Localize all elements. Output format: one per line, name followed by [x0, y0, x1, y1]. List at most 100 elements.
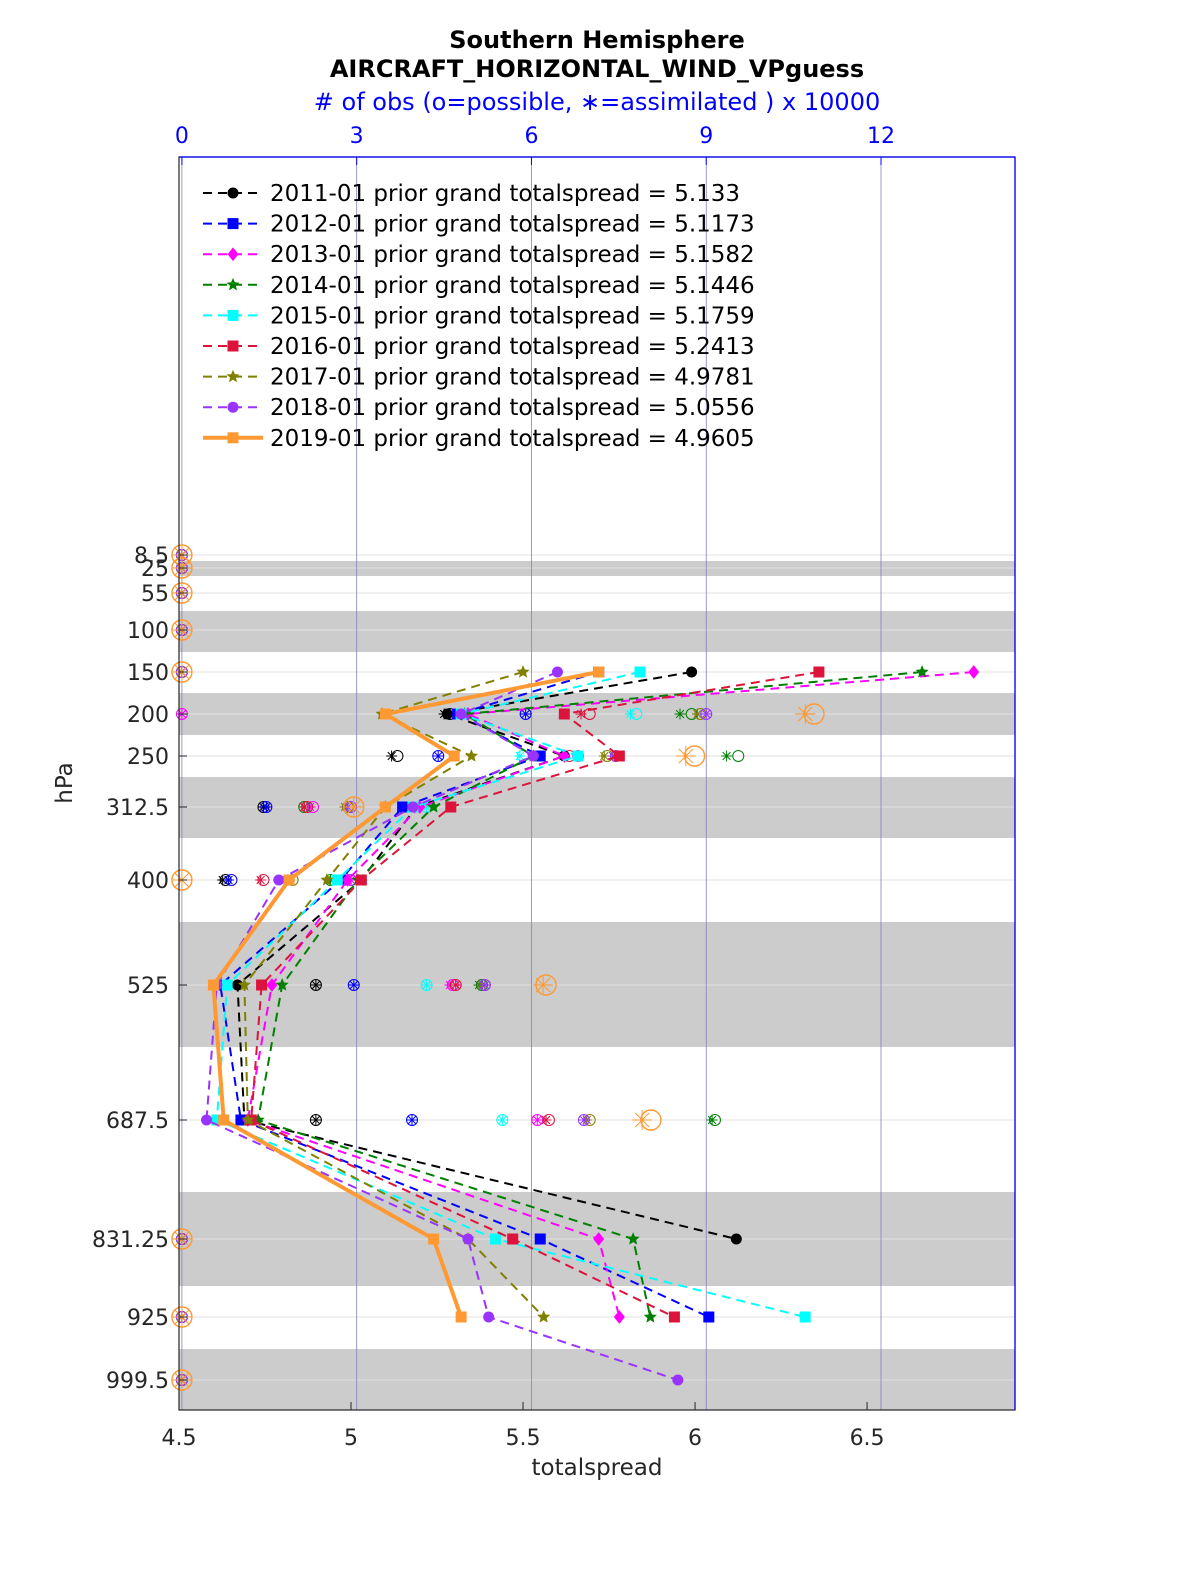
data-point — [613, 750, 625, 762]
legend-label: 2013-01 prior grand totalspread = 5.1582 — [270, 242, 755, 268]
data-point — [397, 801, 409, 813]
data-point — [551, 666, 563, 678]
series-8 — [201, 666, 684, 1386]
obs-assimilated-marker — [479, 979, 491, 991]
y-tick-label: 100 — [127, 619, 169, 644]
data-point — [668, 1311, 680, 1323]
y-tick-label: 925 — [127, 1306, 169, 1331]
y-tick-label: 8.5 — [134, 544, 169, 569]
top-tick-label: 9 — [699, 124, 713, 149]
top-tick-label: 0 — [175, 124, 189, 149]
data-point — [241, 1113, 255, 1126]
obs-assimilated-marker — [496, 1114, 508, 1126]
legend-marker — [227, 309, 239, 321]
data-point — [407, 801, 419, 813]
legend-marker — [227, 340, 239, 352]
data-point — [448, 750, 460, 762]
chart-title: Southern Hemisphere — [449, 26, 745, 54]
obs-assimilated-marker — [223, 874, 234, 886]
obs-assimilated-marker — [432, 750, 444, 762]
data-point — [626, 1232, 640, 1245]
x-tick-label: 6 — [688, 1426, 702, 1451]
legend-entry: 2014-01 prior grand totalspread = 5.1446 — [203, 273, 755, 299]
series-line — [236, 671, 737, 1240]
legend-entry: 2019-01 prior grand totalspread = 4.9605 — [203, 426, 755, 452]
legend-marker — [227, 187, 239, 199]
data-point — [915, 665, 929, 678]
data-point — [218, 1114, 230, 1126]
y-tick-label: 312.5 — [106, 796, 169, 821]
y-tick-label: 831.25 — [92, 1228, 169, 1253]
data-point — [237, 978, 251, 991]
data-point — [483, 1311, 495, 1323]
chart-subtitle: AIRCRAFT_HORIZONTAL_WIND_VPguess — [330, 55, 864, 83]
legend-entry: 2011-01 prior grand totalspread = 5.133 — [203, 181, 740, 207]
x-tick-label: 6.5 — [850, 1426, 885, 1451]
data-point — [201, 1114, 213, 1126]
y-tick-label: 25 — [141, 557, 169, 582]
data-point — [593, 1232, 605, 1246]
top-axis-label: # of obs (o=possible, ∗=assimilated ) x … — [314, 88, 880, 116]
x-axis-label: totalspread — [532, 1455, 663, 1481]
obs-assimilated-marker — [450, 979, 462, 991]
data-point — [464, 749, 478, 762]
legend-label: 2014-01 prior grand totalspread = 5.1446 — [270, 273, 755, 299]
obs-assimilated-marker — [520, 708, 532, 720]
y-tick-label: 200 — [127, 703, 169, 728]
obs-assimilated-marker — [533, 975, 554, 995]
data-point — [379, 801, 391, 813]
series-lines — [201, 665, 980, 1386]
legend-label: 2018-01 prior grand totalspread = 5.0556 — [270, 395, 755, 421]
data-point — [355, 874, 367, 886]
data-point — [445, 801, 457, 813]
top-tick-label: 3 — [350, 124, 364, 149]
legend-label: 2015-01 prior grand totalspread = 5.1759 — [270, 303, 755, 329]
data-point — [799, 1311, 811, 1323]
obs-assimilated-marker — [795, 704, 816, 724]
legend: 2011-01 prior grand totalspread = 5.133 2… — [203, 181, 755, 452]
pressure-band — [179, 611, 1015, 652]
legend-marker — [227, 401, 239, 413]
legend-label: 2011-01 prior grand totalspread = 5.133 — [270, 181, 740, 207]
data-point — [968, 665, 980, 679]
obs-assimilated-marker — [255, 874, 267, 886]
data-point — [273, 874, 285, 886]
legend-label: 2016-01 prior grand totalspread = 5.2413 — [270, 334, 755, 360]
data-point — [320, 873, 334, 886]
y-tick-label: 525 — [127, 974, 169, 999]
data-point — [534, 1233, 546, 1245]
data-point — [490, 1233, 502, 1245]
obs-assimilated-marker — [514, 750, 526, 762]
obs-assimilated-marker — [343, 797, 364, 817]
legend-label: 2019-01 prior grand totalspread = 4.9605 — [270, 426, 755, 452]
data-point — [703, 1311, 715, 1323]
obs-assimilated-marker — [721, 750, 733, 762]
obs-assimilated-marker — [706, 1114, 718, 1126]
legend-entry: 2018-01 prior grand totalspread = 5.0556 — [203, 395, 755, 421]
obs-assimilated-marker — [692, 708, 703, 720]
data-point — [686, 666, 698, 678]
y-tick-label: 55 — [141, 582, 169, 607]
obs-assimilated-marker — [540, 1114, 552, 1126]
obs-assimilated-marker — [578, 1114, 590, 1126]
x-tick-label: 4.5 — [162, 1426, 197, 1451]
data-point — [331, 874, 343, 886]
legend-entry: 2013-01 prior grand totalspread = 5.1582 — [203, 242, 755, 268]
legend-marker — [226, 369, 240, 383]
obs-assimilated-marker — [406, 1114, 418, 1126]
data-point — [256, 979, 268, 991]
obs-assimilated-marker — [310, 979, 322, 991]
data-point — [537, 1310, 551, 1323]
y-tick-label: 250 — [127, 745, 169, 770]
data-point — [813, 666, 825, 678]
obs-assimilated-marker — [575, 708, 587, 720]
top-tick-label: 6 — [524, 124, 538, 149]
obs-assimilated-marker — [348, 979, 360, 991]
data-point — [342, 873, 354, 887]
data-point — [275, 978, 289, 991]
data-point — [672, 1374, 684, 1386]
obs-assimilated-marker — [598, 750, 610, 762]
obs-assimilated-marker — [310, 1114, 322, 1126]
